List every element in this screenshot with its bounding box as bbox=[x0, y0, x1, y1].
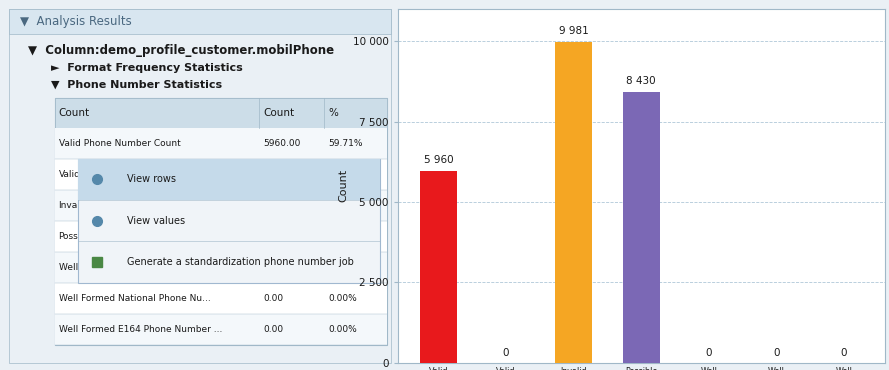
Text: 5 960: 5 960 bbox=[424, 155, 453, 165]
Text: View values: View values bbox=[127, 216, 186, 226]
Text: Well: Well bbox=[59, 263, 81, 272]
Text: 0.00%: 0.00% bbox=[328, 325, 357, 334]
Text: ▼  Phone Number Statistics: ▼ Phone Number Statistics bbox=[51, 79, 222, 89]
Text: View rows: View rows bbox=[127, 174, 176, 184]
Y-axis label: Count: Count bbox=[339, 169, 348, 202]
Text: 0.00: 0.00 bbox=[263, 294, 284, 303]
Text: %: % bbox=[328, 108, 338, 118]
Text: Generate a standardization phone number job: Generate a standardization phone number … bbox=[127, 257, 355, 267]
FancyBboxPatch shape bbox=[55, 314, 388, 345]
FancyBboxPatch shape bbox=[9, 9, 391, 34]
Text: 0.00: 0.00 bbox=[263, 325, 284, 334]
Text: 59.71%: 59.71% bbox=[328, 139, 363, 148]
FancyBboxPatch shape bbox=[77, 159, 380, 200]
FancyBboxPatch shape bbox=[55, 252, 388, 283]
Text: 5960.00: 5960.00 bbox=[263, 139, 300, 148]
Text: Valid Phone Number Count: Valid Phone Number Count bbox=[59, 139, 180, 148]
Text: ▼  Analysis Results: ▼ Analysis Results bbox=[20, 15, 132, 28]
Text: 0.00%: 0.00% bbox=[328, 294, 357, 303]
FancyBboxPatch shape bbox=[55, 159, 388, 190]
Bar bbox=[555, 42, 592, 363]
Text: 9 981: 9 981 bbox=[559, 26, 589, 36]
Text: ►  Format Frequency Statistics: ► Format Frequency Statistics bbox=[51, 63, 243, 73]
Text: 8 430: 8 430 bbox=[627, 76, 656, 86]
Text: Possi: Possi bbox=[59, 232, 81, 241]
Text: 0: 0 bbox=[503, 349, 509, 359]
FancyBboxPatch shape bbox=[77, 159, 380, 283]
Text: Well Formed E164 Phone Number ...: Well Formed E164 Phone Number ... bbox=[59, 325, 222, 334]
Text: Count: Count bbox=[59, 108, 90, 118]
Text: 0: 0 bbox=[773, 349, 780, 359]
FancyBboxPatch shape bbox=[55, 283, 388, 314]
Text: ▼  Column:demo_profile_customer.mobilPhone: ▼ Column:demo_profile_customer.mobilPhon… bbox=[28, 44, 334, 57]
Text: 0: 0 bbox=[841, 349, 847, 359]
Bar bbox=[420, 171, 457, 363]
FancyBboxPatch shape bbox=[55, 128, 388, 159]
Text: Count: Count bbox=[263, 108, 294, 118]
Text: Valid: Valid bbox=[59, 170, 81, 179]
Text: Well Formed National Phone Nu...: Well Formed National Phone Nu... bbox=[59, 294, 211, 303]
FancyBboxPatch shape bbox=[55, 221, 388, 252]
Bar bbox=[622, 92, 660, 363]
FancyBboxPatch shape bbox=[55, 190, 388, 221]
Text: Inval: Inval bbox=[59, 201, 81, 210]
FancyBboxPatch shape bbox=[55, 98, 388, 128]
Text: 0: 0 bbox=[706, 349, 712, 359]
FancyBboxPatch shape bbox=[9, 9, 391, 363]
FancyBboxPatch shape bbox=[55, 98, 388, 345]
